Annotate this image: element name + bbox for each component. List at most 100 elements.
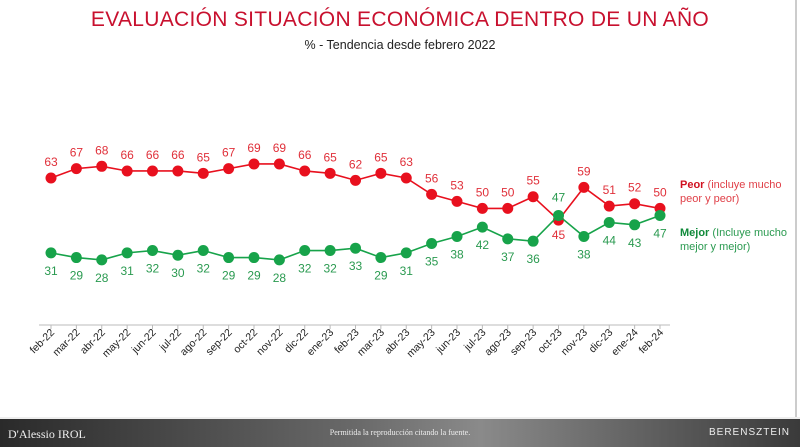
data-point-peor (248, 158, 260, 170)
chart-title: EVALUACIÓN SITUACIÓN ECONÓMICA DENTRO DE… (90, 8, 710, 31)
data-point-mejor (426, 238, 438, 250)
data-label-peor: 55 (526, 174, 540, 188)
data-label-mejor: 32 (298, 262, 312, 276)
data-point-peor (223, 163, 235, 175)
data-point-mejor (451, 231, 463, 242)
data-label-peor: 67 (222, 146, 236, 160)
x-tick-label: feb-24 (637, 327, 667, 357)
x-tick-label: jun-22 (129, 327, 159, 357)
legend-peor-text: (incluye mucho peor y peor) (680, 179, 782, 205)
dalessio-logo: D'Alessio IROL (8, 427, 86, 441)
data-point-peor (70, 163, 82, 175)
footer-bar: D'Alessio IROL Permitida la reproducción… (0, 417, 800, 447)
data-label-peor: 45 (552, 228, 566, 242)
x-tick-label: ago-22 (178, 327, 210, 359)
data-point-mejor (248, 252, 260, 264)
data-label-peor: 66 (171, 148, 185, 162)
data-label-peor: 63 (400, 155, 414, 169)
data-point-mejor (400, 247, 412, 259)
data-label-mejor: 29 (222, 269, 236, 283)
data-label-mejor: 43 (628, 236, 642, 250)
data-point-peor (197, 167, 209, 179)
data-label-peor: 65 (323, 150, 337, 164)
data-label-peor: 50 (653, 185, 667, 199)
data-point-peor (451, 195, 463, 207)
data-label-peor: 59 (577, 164, 591, 178)
data-point-peor (476, 202, 488, 214)
data-label-mejor: 29 (70, 269, 84, 283)
data-label-mejor: 36 (526, 252, 540, 266)
x-tick-label: sep-22 (204, 327, 235, 358)
data-point-mejor (350, 242, 361, 254)
series-line-peor (50, 163, 661, 222)
x-tick-label: mar-22 (50, 327, 82, 359)
data-label-mejor: 31 (400, 264, 414, 278)
data-label-peor: 66 (146, 148, 160, 162)
data-label-peor: 50 (476, 185, 490, 199)
data-point-peor (121, 165, 133, 177)
data-label-peor: 65 (374, 150, 388, 164)
data-label-mejor: 31 (44, 264, 58, 278)
data-label-mejor: 37 (501, 250, 515, 264)
data-label-peor: 51 (603, 183, 617, 197)
legend-peor: Peor (incluye mucho peor y peor) (680, 178, 800, 206)
data-point-mejor (121, 247, 133, 259)
data-label-mejor: 30 (171, 266, 185, 280)
data-point-mejor (502, 233, 514, 245)
data-point-peor (603, 200, 615, 212)
data-label-peor: 69 (273, 141, 287, 155)
data-point-peor (273, 158, 285, 170)
line-chart: feb-22mar-22abr-22may-22jun-22jul-22ago-… (28, 141, 670, 360)
legend-mejor-bold: Mejor (680, 227, 710, 239)
chart-subtitle: % - Tendencia desde febrero 2022 (304, 38, 496, 52)
data-point-mejor (578, 231, 590, 242)
data-point-peor (502, 202, 514, 214)
data-label-peor: 53 (450, 178, 464, 192)
x-tick-label: nov-22 (254, 327, 285, 358)
data-point-mejor (45, 247, 57, 259)
data-point-mejor (147, 245, 158, 257)
data-point-peor (96, 160, 108, 172)
data-label-mejor: 42 (476, 238, 490, 252)
data-point-mejor (70, 252, 82, 264)
legend-mejor-text: (Incluye mucho mejor y mejor) (680, 227, 787, 253)
data-point-mejor (197, 245, 209, 257)
data-label-peor: 68 (95, 143, 109, 157)
data-label-mejor: 47 (552, 190, 566, 204)
data-label-peor: 66 (298, 148, 312, 162)
data-label-mejor: 35 (425, 255, 439, 269)
data-point-peor (629, 198, 641, 210)
data-label-peor: 50 (501, 185, 515, 199)
data-point-mejor (553, 209, 564, 221)
data-label-peor: 67 (70, 146, 84, 160)
data-label-mejor: 33 (349, 259, 363, 273)
data-point-mejor (527, 235, 539, 247)
data-point-mejor (172, 249, 184, 261)
data-point-mejor (96, 254, 108, 266)
data-label-peor: 63 (44, 155, 58, 169)
data-label-peor: 66 (120, 148, 134, 162)
data-label-peor: 52 (628, 181, 642, 195)
data-label-peor: 69 (247, 141, 261, 155)
data-point-mejor (654, 209, 666, 221)
x-tick-label: mar-23 (355, 327, 387, 359)
x-tick-label: ago-23 (482, 327, 514, 359)
data-label-mejor: 38 (577, 248, 591, 262)
data-label-mejor: 32 (146, 262, 160, 276)
data-point-peor (172, 165, 184, 177)
data-label-mejor: 28 (273, 271, 287, 285)
data-point-peor (426, 188, 438, 200)
data-point-mejor (603, 216, 615, 228)
data-point-peor (45, 172, 57, 184)
x-tick-label: may-22 (100, 327, 133, 360)
data-point-peor (578, 181, 590, 193)
data-label-mejor: 28 (95, 271, 109, 285)
data-point-mejor (299, 245, 311, 257)
data-label-mejor: 29 (247, 269, 261, 283)
legend-mejor: Mejor (Incluye mucho mejor y mejor) (680, 226, 800, 254)
data-point-peor (299, 165, 311, 177)
data-point-peor (147, 165, 158, 177)
x-tick-label: sep-23 (508, 327, 539, 358)
data-label-peor: 62 (349, 157, 363, 171)
data-label-mejor: 29 (374, 269, 388, 283)
